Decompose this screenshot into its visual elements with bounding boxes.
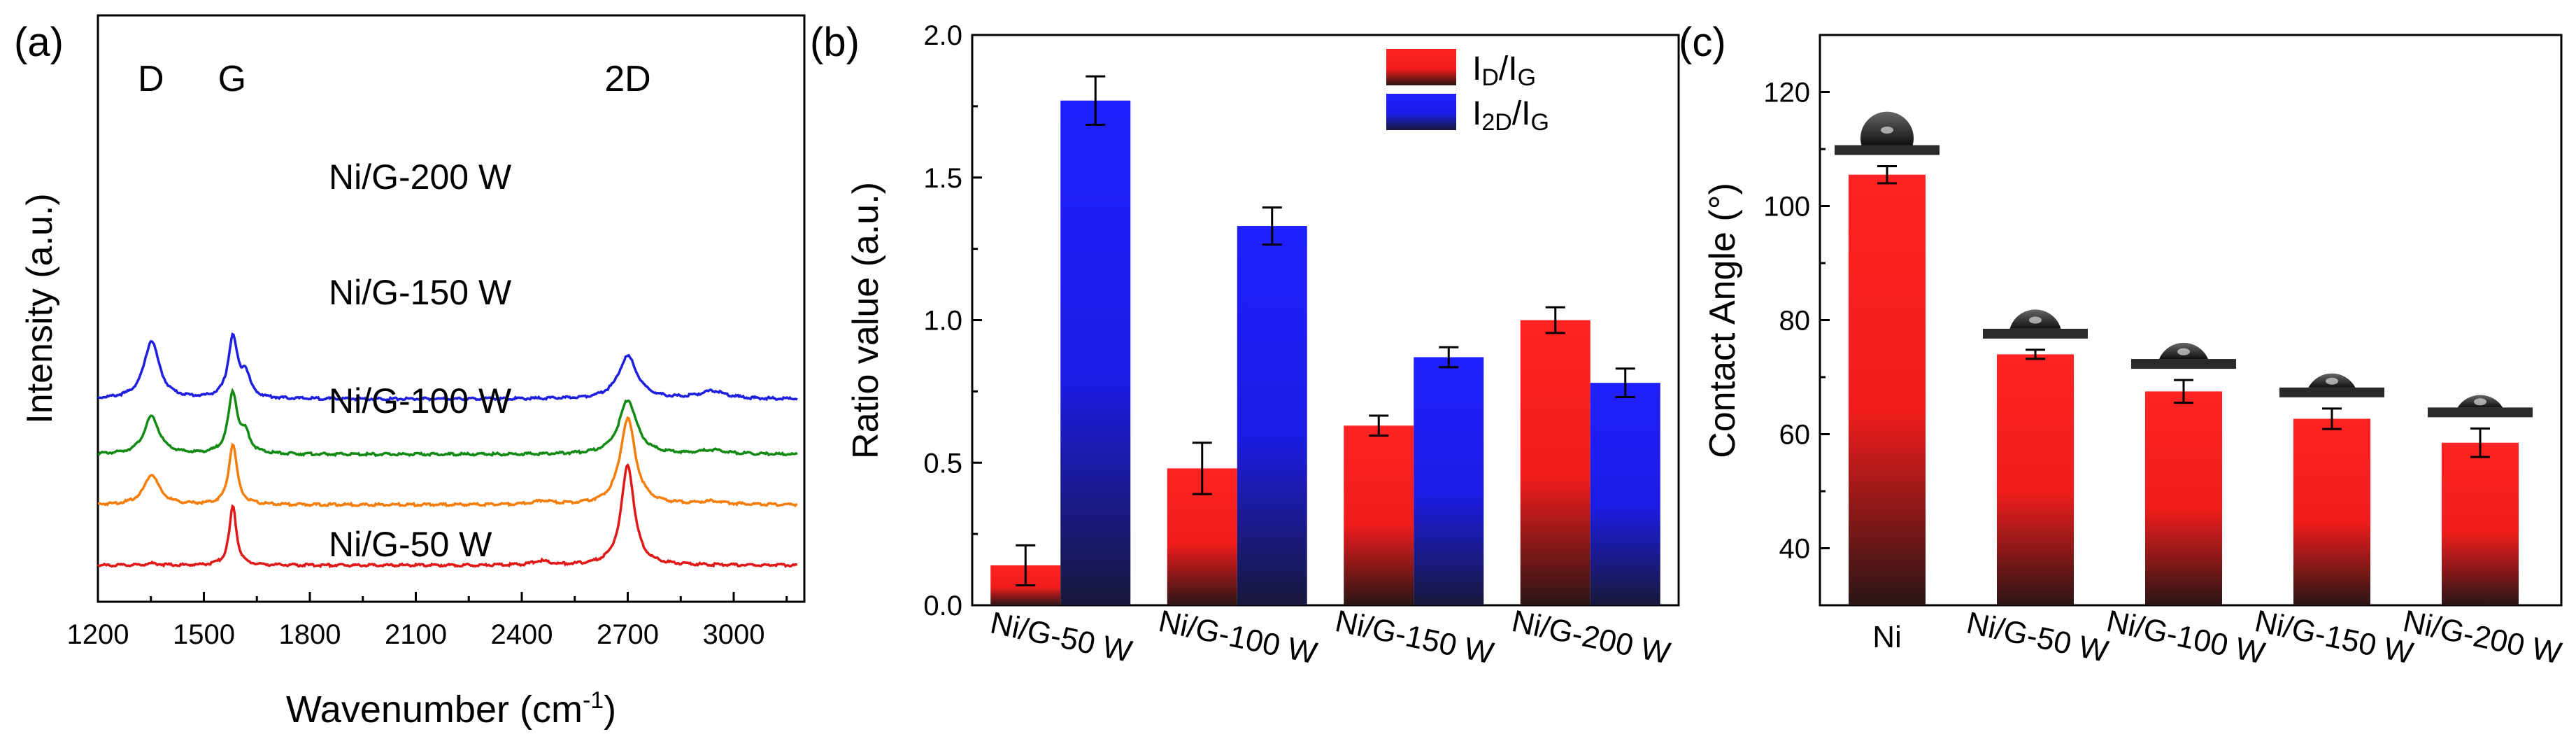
panel-a-x-axis-title: Wavenumber (cm-1) (286, 687, 616, 731)
panel-b-bars (990, 75, 1660, 606)
x-tick-label: 2700 (597, 619, 659, 650)
x-tick-label: 2400 (491, 619, 553, 650)
spectrum-line (97, 388, 798, 458)
bar (1344, 425, 1414, 605)
x-category-label: Ni/G-200 W (1509, 604, 1673, 671)
panel-c-x-labels: Ni Ni/G-50 WNi/G-100 WNi/G-150 WNi/G-200 … (1872, 604, 2565, 671)
panel-a-label: (a) (14, 20, 64, 65)
legend-label-i2d-ig: I2D/IG (1472, 95, 1549, 136)
x-category-label: Ni/G-150 W (2252, 604, 2417, 671)
x-tick-label: 1200 (67, 619, 129, 650)
legend-swatch-i2d-ig (1386, 94, 1456, 130)
peak-label: G (218, 59, 246, 99)
panel-b-y-ticks: 0.0 0.5 1.0 1.5 2.0 (923, 20, 982, 621)
y-tick-label: 120 (1763, 78, 1810, 108)
panel-c-droplet-images (1835, 111, 2533, 418)
panel-a-y-axis-title: Intensity (a.u.) (20, 193, 60, 423)
bar (2293, 418, 2370, 605)
droplet-highlight (2029, 316, 2042, 324)
y-tick-label: 100 (1763, 192, 1810, 223)
series-label: Ni/G-100 W (329, 381, 512, 421)
series-label: Ni/G-200 W (329, 157, 512, 197)
x-title-end: ) (604, 689, 616, 731)
x-category-label: Ni/G-50 W (988, 606, 1136, 670)
x-title-main: Wavenumber (cm (286, 689, 583, 731)
y-tick-label: 80 (1779, 306, 1811, 337)
droplet-highlight (1881, 126, 1893, 134)
x-tick-label: 1800 (279, 619, 341, 650)
bar (1060, 100, 1131, 606)
bar (1414, 357, 1484, 605)
spectrum-line (97, 416, 798, 508)
series-label: Ni/G-150 W (329, 273, 512, 312)
substrate-image (2428, 407, 2533, 418)
droplet-highlight (2326, 377, 2338, 385)
panel-a-x-ticks: 1200 1500 1800 2100 2400 2700 3000 (67, 592, 788, 650)
x-category-label: Ni/G-200 W (2400, 604, 2565, 671)
droplet-highlight (2177, 348, 2190, 355)
bar (1237, 226, 1307, 605)
y-tick-label: 2.0 (923, 20, 962, 51)
panel-b-legend: ID/IG I2D/IG (1386, 49, 1549, 136)
raman-spectra-panel: (a) 1200 1500 1800 2100 2400 2700 3000 D G 2D Ni… (14, 14, 806, 731)
x-category-label: Ni/G-150 W (1332, 604, 1497, 671)
x-category-label: Ni/G-50 W (1963, 606, 2112, 670)
peak-label: D (138, 59, 164, 99)
bar (1590, 383, 1660, 605)
panel-b-y-axis-title: Ratio value (a.u.) (846, 182, 886, 459)
panel-a-peak-labels: D G 2D (138, 59, 651, 99)
series-label: Ni/G-50 W (329, 525, 492, 564)
y-tick-label: 40 (1779, 534, 1811, 565)
x-tick-label: 2100 (385, 619, 447, 650)
bar (2442, 442, 2519, 605)
y-tick-label: 0.5 (923, 448, 962, 479)
x-tick-label: 3000 (703, 619, 765, 650)
y-tick-label: 60 (1779, 420, 1811, 451)
x-tick-label: 1500 (173, 619, 235, 650)
spectrum-line (97, 463, 798, 569)
bar (1849, 174, 1926, 606)
panel-c-y-axis-title: Contact Angle (°) (1702, 183, 1743, 458)
panel-a-curves (97, 332, 798, 569)
panel-c-y-ticks: 40 60 80 100 120 (1763, 34, 1830, 607)
x-title-superscript: -1 (583, 687, 604, 714)
x-category-label: Ni/G-100 W (1155, 604, 1320, 671)
y-tick-label: 1.0 (923, 306, 962, 337)
legend-swatch-id-ig (1386, 49, 1456, 85)
spectrum-line (97, 332, 798, 402)
droplet-highlight (2474, 398, 2486, 406)
substrate-image (1835, 145, 1940, 155)
substrate-image (1983, 328, 2088, 339)
panel-b-label: (b) (810, 20, 860, 65)
substrate-image (2131, 359, 2236, 369)
panel-c-bars (1849, 164, 2519, 606)
panel-b-x-labels: Ni/G-50 W Ni/G-100 W Ni/G-150 W Ni/G-200 W (988, 604, 1674, 671)
y-tick-label: 0.0 (923, 591, 962, 621)
substrate-image (2279, 387, 2384, 397)
panel-c-label: (c) (1679, 20, 1726, 65)
bar (1997, 354, 2074, 605)
bar (2145, 391, 2222, 605)
bar (1520, 320, 1591, 605)
y-tick-label: 1.5 (923, 163, 962, 194)
peak-label: 2D (604, 59, 650, 99)
panel-a-series-labels: Ni/G-200 W Ni/G-150 W Ni/G-100 W Ni/G-50 W (329, 157, 512, 564)
panel-a-frame (97, 14, 806, 603)
x-category-label: Ni/G-100 W (2104, 604, 2268, 671)
x-category-label: Ni (1872, 620, 1902, 654)
legend-label-id-ig: ID/IG (1472, 50, 1536, 91)
